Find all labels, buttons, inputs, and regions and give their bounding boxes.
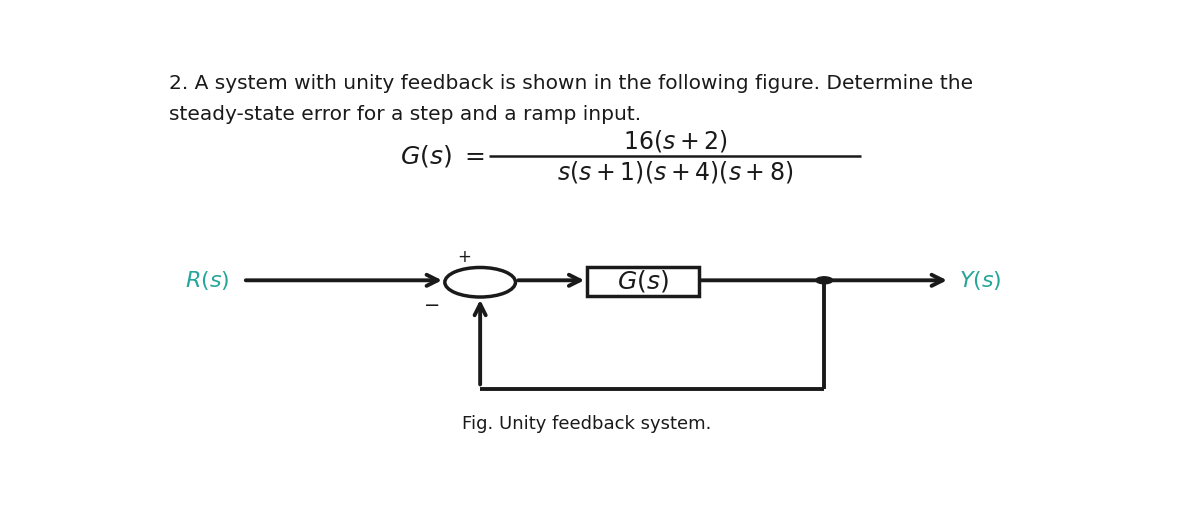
Text: $\mathit{G}(\mathit{s})$: $\mathit{G}(\mathit{s})$ bbox=[617, 268, 668, 294]
Text: −: − bbox=[424, 296, 440, 315]
FancyBboxPatch shape bbox=[587, 267, 698, 296]
Text: $\mathit{G}(\mathit{s})\ =$: $\mathit{G}(\mathit{s})\ =$ bbox=[400, 143, 485, 169]
Text: Fig. Unity feedback system.: Fig. Unity feedback system. bbox=[462, 415, 712, 433]
Text: $\mathit{Y}(\mathit{s})$: $\mathit{Y}(\mathit{s})$ bbox=[959, 269, 1002, 292]
Text: steady-state error for a step and a ramp input.: steady-state error for a step and a ramp… bbox=[168, 106, 641, 124]
Text: 2. A system with unity feedback is shown in the following figure. Determine the: 2. A system with unity feedback is shown… bbox=[168, 74, 973, 93]
Text: +: + bbox=[457, 247, 470, 266]
Text: $\mathit{s(s+1)(s+4)(s+8)}$: $\mathit{s(s+1)(s+4)(s+8)}$ bbox=[557, 159, 793, 185]
Circle shape bbox=[816, 277, 833, 284]
Text: $\mathit{R}(\mathit{s})$: $\mathit{R}(\mathit{s})$ bbox=[185, 269, 229, 292]
Text: $\mathit{16(s+2)}$: $\mathit{16(s+2)}$ bbox=[623, 128, 728, 155]
